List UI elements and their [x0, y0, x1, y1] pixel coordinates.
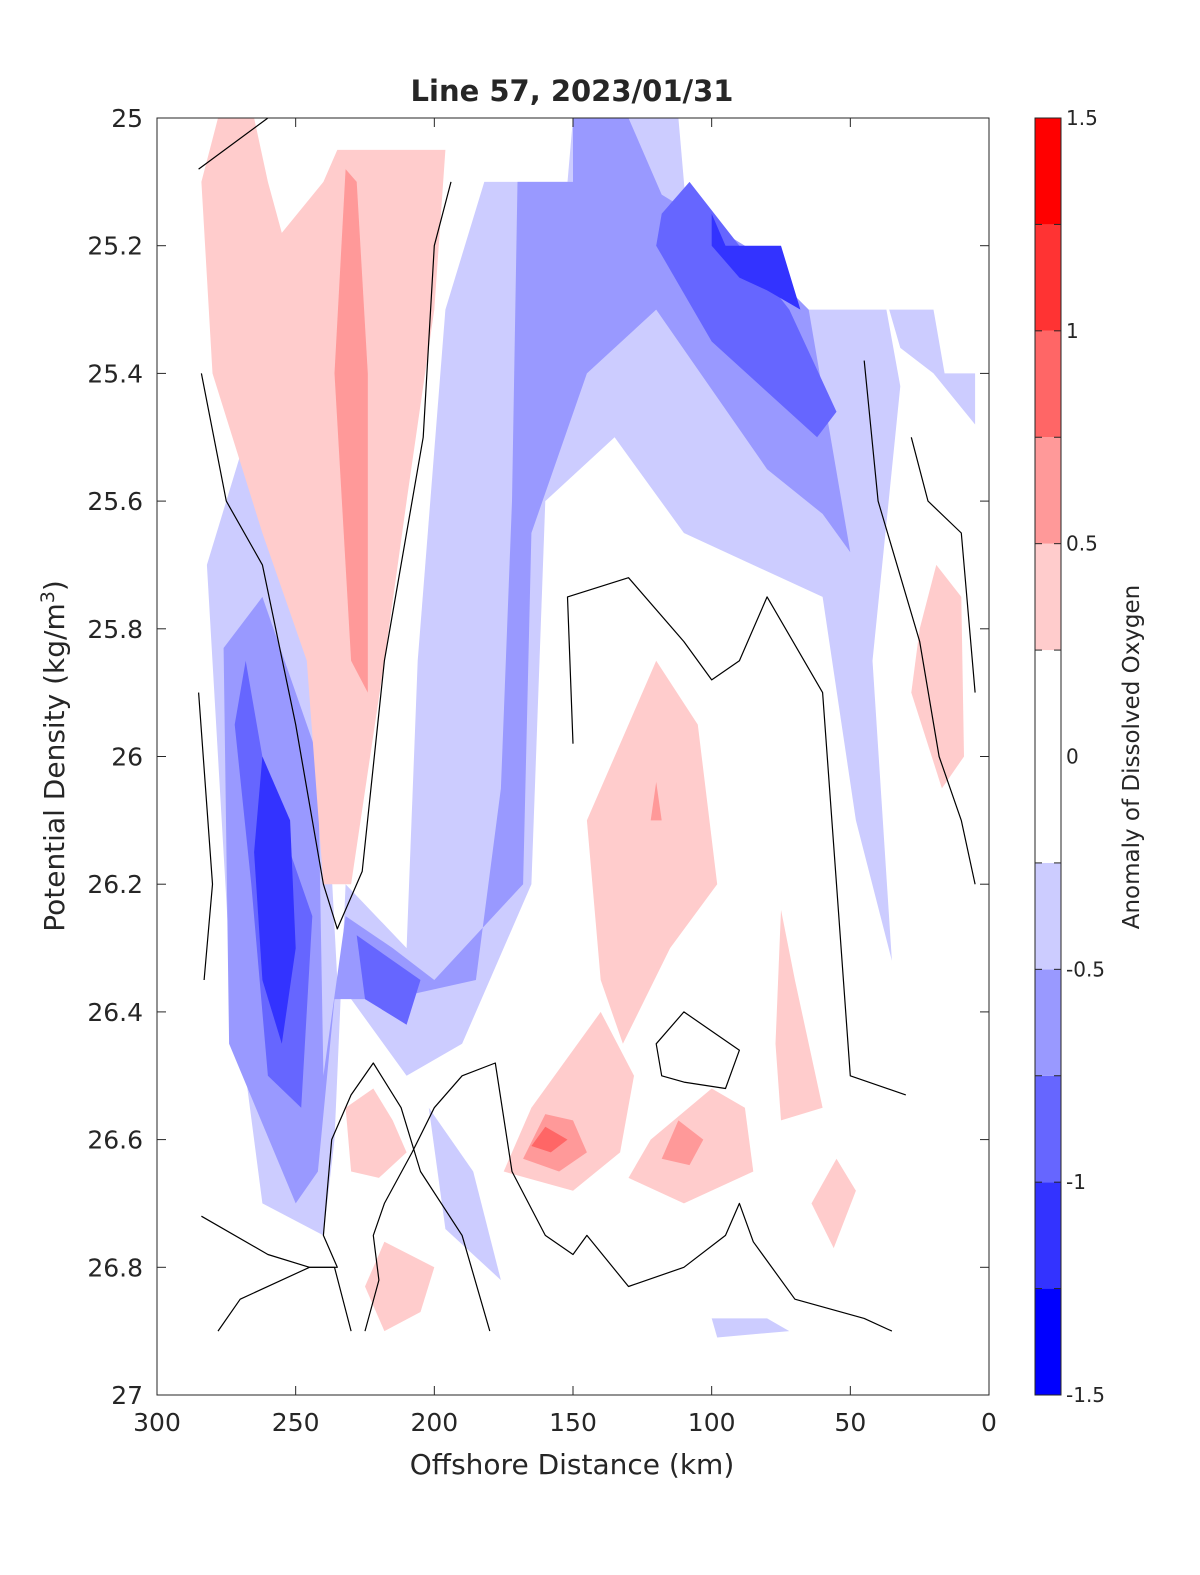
contour-region-14	[775, 909, 823, 1121]
colorbar-frame	[1034, 117, 1062, 1396]
y-tick-label-0: 25	[111, 104, 143, 133]
y-tick-label-10: 27	[111, 1381, 143, 1410]
y-axis-ticks: 25 25.2 25.4 25.6 25.8 26 26.2 26.4 26.6 26.8 27	[87, 104, 989, 1410]
colorbar: 1.5 1 0.5 0 -0.5 -1 -1.5	[1034, 106, 1105, 1407]
contour-region-23	[531, 1126, 568, 1153]
contour-region-7	[356, 935, 421, 1025]
y-tick-label-1: 25.2	[87, 232, 143, 261]
contour-region-8	[711, 213, 801, 310]
y-tick-label-5: 26	[111, 743, 143, 772]
contour-region-17	[345, 1088, 407, 1178]
colorbar-segment-0	[1035, 1288, 1061, 1395]
colorbar-segment-5	[1035, 650, 1061, 863]
contour-region-9	[254, 756, 296, 1044]
y-axis-label: Potential Density (kg/m3)	[37, 580, 71, 932]
zero-contour-line-5	[566, 577, 906, 1096]
contour-region-19	[334, 169, 368, 693]
colorbar-segment-7	[1035, 437, 1061, 544]
colorbar-segment-4	[1035, 862, 1061, 970]
colorbar-segment-9	[1035, 224, 1061, 331]
contour-region-4	[223, 118, 851, 1204]
x-tick-label-0: 300	[133, 1408, 181, 1437]
zero-contour-line-7	[863, 360, 976, 885]
y-tick-label-4: 25.8	[87, 615, 143, 644]
colorbar-label: Anomaly of Dissolved Oxygen	[1119, 585, 1145, 930]
colorbar-tick-label-3: 0	[1066, 745, 1079, 769]
y-axis-label-superscript: 3	[37, 591, 59, 603]
contour-region-18	[365, 1241, 435, 1332]
zero-contour-line-4	[364, 1062, 893, 1332]
x-tick-label-6: 0	[981, 1408, 997, 1437]
colorbar-tick-label-1: 1	[1066, 319, 1079, 343]
y-tick-label-6: 26.2	[87, 870, 143, 899]
colorbar-tick-label-2: 0.5	[1066, 532, 1098, 556]
chart-title: Line 57, 2023/01/31	[411, 74, 734, 108]
y-tick-label-9: 26.8	[87, 1253, 143, 1282]
contour-region-11	[586, 660, 718, 1044]
colorbar-tick-label-6: -1.5	[1066, 1383, 1105, 1407]
x-tick-label-4: 100	[688, 1408, 736, 1437]
contour-region-16	[911, 564, 964, 789]
contour-region-1	[428, 1107, 501, 1281]
contour-region-10	[201, 118, 446, 885]
x-tick-label-3: 150	[549, 1408, 597, 1437]
colorbar-tick-label-4: -0.5	[1066, 957, 1105, 981]
plot-area	[156, 117, 990, 1396]
x-axis-label: Offshore Distance (km)	[410, 1448, 735, 1481]
y-axis-label-tail: )	[38, 580, 71, 591]
y-tick-label-2: 25.4	[87, 359, 143, 388]
y-tick-label-7: 26.4	[87, 998, 143, 1027]
x-tick-label-5: 50	[834, 1408, 866, 1437]
contour-region-15	[811, 1158, 856, 1249]
colorbar-segment-1	[1035, 1182, 1061, 1289]
x-tick-label-1: 250	[272, 1408, 320, 1437]
contour-region-2	[889, 309, 976, 425]
zero-contour-line-9	[198, 117, 269, 170]
colorbar-segment-8	[1035, 330, 1061, 438]
zero-contour-line-1	[198, 692, 214, 981]
zero-contour-line-0	[200, 181, 452, 930]
contour-region-20	[650, 782, 662, 821]
zero-contour-line-8	[910, 437, 976, 693]
contour-region-3	[711, 1318, 790, 1338]
colorbar-tick-label-5: -1	[1066, 1170, 1086, 1194]
zero-contour-line-6	[655, 1011, 741, 1090]
contour-region-22	[661, 1120, 704, 1166]
x-tick-label-2: 200	[410, 1408, 458, 1437]
colorbar-segment-2	[1035, 1075, 1061, 1183]
colorbar-segment-6	[1035, 543, 1061, 651]
y-tick-label-3: 25.6	[87, 487, 143, 516]
y-axis-label-main: Potential Density (kg/m	[38, 603, 71, 932]
colorbar-segment-10	[1035, 118, 1061, 225]
x-axis-ticks: 300 250 200 150 100 50 0	[133, 118, 997, 1437]
zero-contour-line-3	[217, 1266, 352, 1332]
contour-region-5	[656, 181, 837, 438]
colorbar-segment-3	[1035, 969, 1061, 1076]
zero-contour-line-2	[201, 1062, 491, 1332]
colorbar-tick-label-0: 1.5	[1066, 106, 1098, 130]
y-tick-label-8: 26.6	[87, 1126, 143, 1155]
